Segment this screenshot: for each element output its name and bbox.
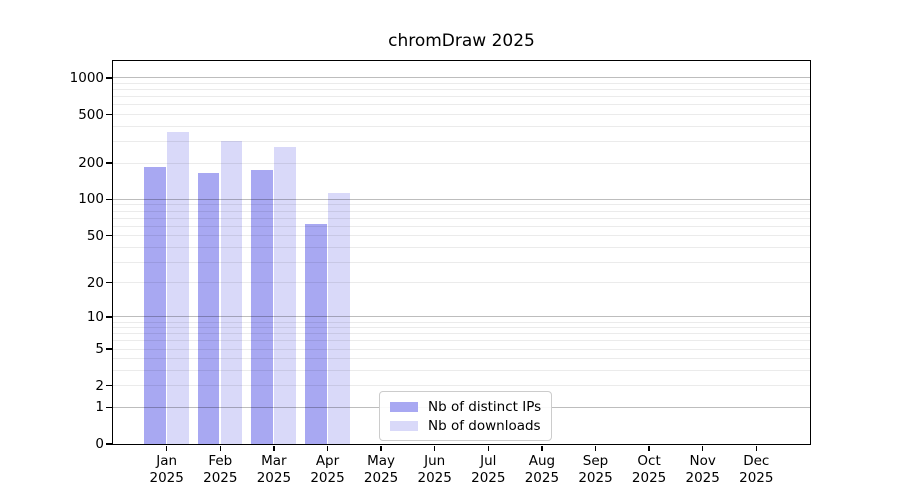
chart-title: chromDraw 2025 — [388, 31, 535, 51]
legend-item-distinct-ips: Nb of distinct IPs — [390, 398, 541, 415]
x-tick-month: Sep — [582, 453, 609, 469]
x-tick-aug-2025 — [541, 445, 543, 451]
plot-area — [113, 61, 810, 444]
x-tick-sep-2025 — [594, 445, 597, 451]
x-tick-nov-2025 — [702, 445, 704, 451]
x-tick-month: Oct — [637, 453, 661, 469]
x-tick-label-may-2025: May 2025 — [353, 453, 409, 486]
x-tick-year: 2025 — [524, 469, 560, 486]
x-tick-feb-2025 — [219, 445, 221, 451]
x-tick-month: Jul — [480, 453, 497, 469]
y-tick-10 — [106, 316, 112, 318]
x-tick-year: 2025 — [417, 469, 452, 486]
y-tick-200 — [106, 162, 112, 164]
y-tick-label-50: 50 — [86, 227, 104, 244]
x-tick-jul-2025 — [487, 445, 489, 451]
y-tick-label-100: 100 — [78, 191, 104, 208]
x-tick-month: Jun — [424, 453, 446, 469]
y-tick-50 — [106, 234, 112, 237]
x-tick-label-aug-2025: Aug 2025 — [514, 453, 570, 486]
y-tick-1000 — [106, 77, 112, 79]
x-tick-month: Nov — [689, 453, 716, 469]
x-tick-mar-2025 — [273, 445, 275, 451]
x-tick-year: 2025 — [149, 469, 184, 486]
x-tick-year: 2025 — [203, 469, 238, 486]
legend-label-downloads: Nb of downloads — [428, 417, 541, 434]
x-tick-year: 2025 — [363, 469, 399, 486]
x-tick-may-2025 — [380, 445, 382, 451]
x-tick-label-jan-2025: Jan 2025 — [139, 453, 195, 486]
x-tick-year: 2025 — [685, 469, 720, 486]
x-tick-year: 2025 — [739, 469, 774, 486]
x-tick-month: May — [367, 453, 396, 469]
y-tick-0 — [106, 443, 112, 445]
x-tick-label-dec-2025: Dec 2025 — [728, 453, 784, 486]
x-tick-label-jul-2025: Jul 2025 — [460, 453, 516, 486]
x-tick-label-jun-2025: Jun 2025 — [407, 453, 463, 486]
x-tick-label-mar-2025: Mar 2025 — [246, 453, 302, 486]
y-tick-label-5: 5 — [95, 341, 104, 358]
y-tick-1 — [106, 406, 112, 408]
y-tick-5 — [106, 348, 112, 350]
x-tick-label-nov-2025: Nov 2025 — [675, 453, 731, 486]
x-tick-oct-2025 — [648, 445, 650, 451]
x-tick-month: Dec — [743, 453, 770, 469]
x-tick-month: Feb — [208, 453, 233, 469]
y-tick-500 — [106, 113, 112, 116]
x-tick-dec-2025 — [755, 445, 757, 451]
x-tick-month: Jan — [156, 453, 178, 469]
y-tick-label-200: 200 — [78, 155, 104, 171]
x-tick-year: 2025 — [256, 469, 292, 486]
legend-swatch-distinct-ips — [390, 401, 418, 412]
x-tick-month: Mar — [261, 453, 287, 469]
y-tick-label-2: 2 — [95, 377, 104, 394]
legend: Nb of distinct IPs Nb of downloads — [379, 391, 553, 441]
y-tick-label-500: 500 — [78, 106, 104, 123]
legend-swatch-downloads — [390, 420, 418, 431]
y-tick-label-20: 20 — [86, 274, 104, 291]
y-tick-100 — [106, 198, 112, 201]
legend-item-downloads: Nb of downloads — [390, 417, 541, 434]
x-tick-year: 2025 — [310, 469, 345, 486]
y-tick-2 — [106, 385, 112, 387]
y-tick-label-1000: 1000 — [69, 69, 104, 86]
x-tick-year: 2025 — [471, 469, 506, 486]
y-tick-label-10: 10 — [86, 308, 104, 325]
x-tick-apr-2025 — [326, 445, 329, 451]
x-tick-label-apr-2025: Apr 2025 — [300, 453, 356, 486]
x-tick-label-feb-2025: Feb 2025 — [192, 453, 248, 486]
legend-label-distinct-ips: Nb of distinct IPs — [428, 398, 542, 415]
x-tick-jan-2025 — [166, 445, 168, 451]
y-tick-label-1: 1 — [95, 399, 104, 416]
x-tick-jun-2025 — [434, 445, 436, 451]
x-tick-label-oct-2025: Oct 2025 — [621, 453, 677, 486]
x-tick-month: Apr — [315, 453, 340, 469]
x-tick-year: 2025 — [578, 469, 613, 486]
x-tick-label-sep-2025: Sep 2025 — [568, 453, 624, 486]
x-tick-year: 2025 — [631, 469, 667, 486]
y-tick-20 — [106, 281, 112, 284]
x-tick-month: Aug — [528, 453, 556, 469]
y-tick-label-0: 0 — [95, 436, 104, 452]
